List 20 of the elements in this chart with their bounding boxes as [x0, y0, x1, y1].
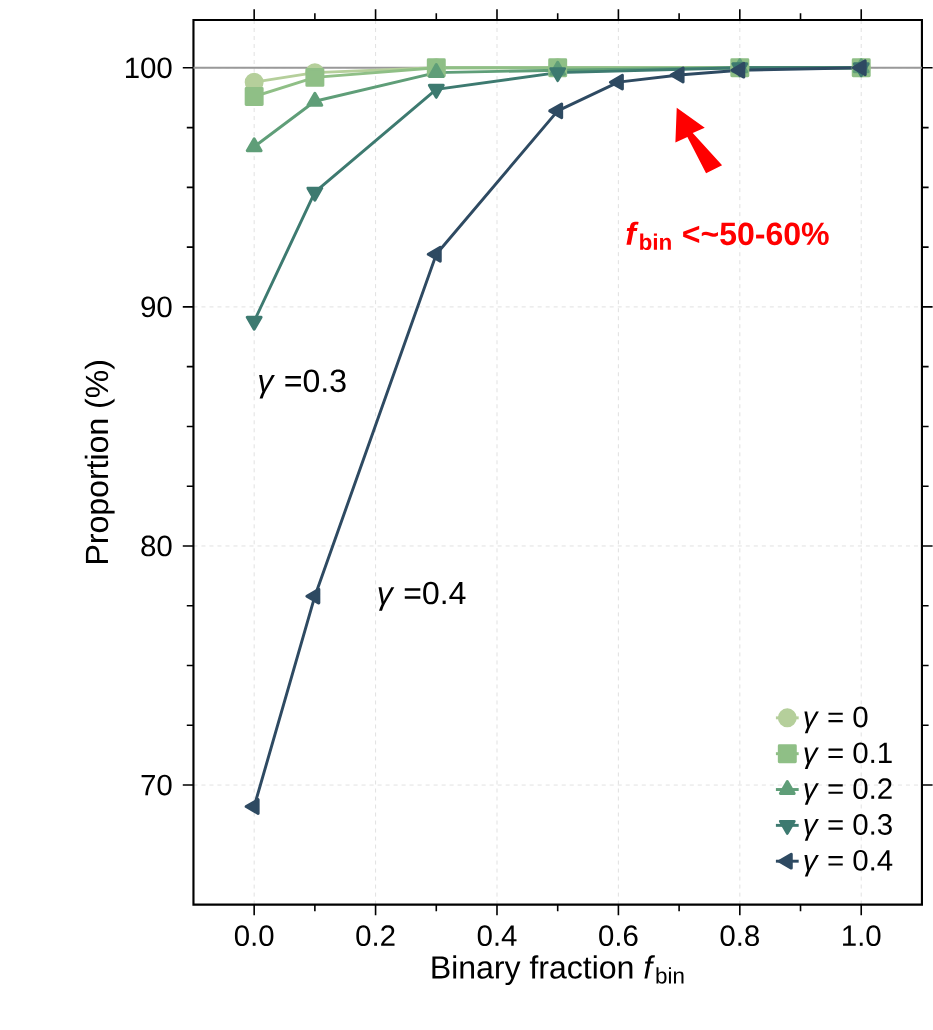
x-tick-label: 0.4 [477, 925, 517, 947]
y-axis-title: Proportion (%) [84, 361, 115, 563]
x-tick-label: 0.6 [598, 925, 638, 947]
x-tick-label: 1.0 [842, 925, 881, 947]
annotation: γ =0.3 [258, 369, 346, 399]
x-axis-title: Binary fraction f$_{bin}$ [432, 955, 684, 986]
y-tick-label: 100 [125, 57, 172, 79]
x-tick-label: 0.0 [234, 925, 274, 947]
x-tick-label: 0.2 [356, 925, 395, 947]
annotation: γ =0.4 [378, 581, 466, 611]
annotation: f$_{bin}$ <~50-60% [626, 221, 829, 251]
legend-label: γ = 0.1 [804, 742, 892, 769]
y-tick-label: 70 [141, 774, 172, 796]
y-tick-label: 90 [141, 296, 172, 318]
y-tick-label: 80 [141, 535, 172, 557]
legend-label: γ = 0 [804, 706, 868, 734]
legend-label: γ = 0.2 [804, 778, 892, 805]
x-tick-label: 0.8 [720, 925, 759, 947]
legend-label: γ = 0.4 [804, 849, 893, 877]
legend-label: γ = 0.3 [804, 814, 892, 841]
